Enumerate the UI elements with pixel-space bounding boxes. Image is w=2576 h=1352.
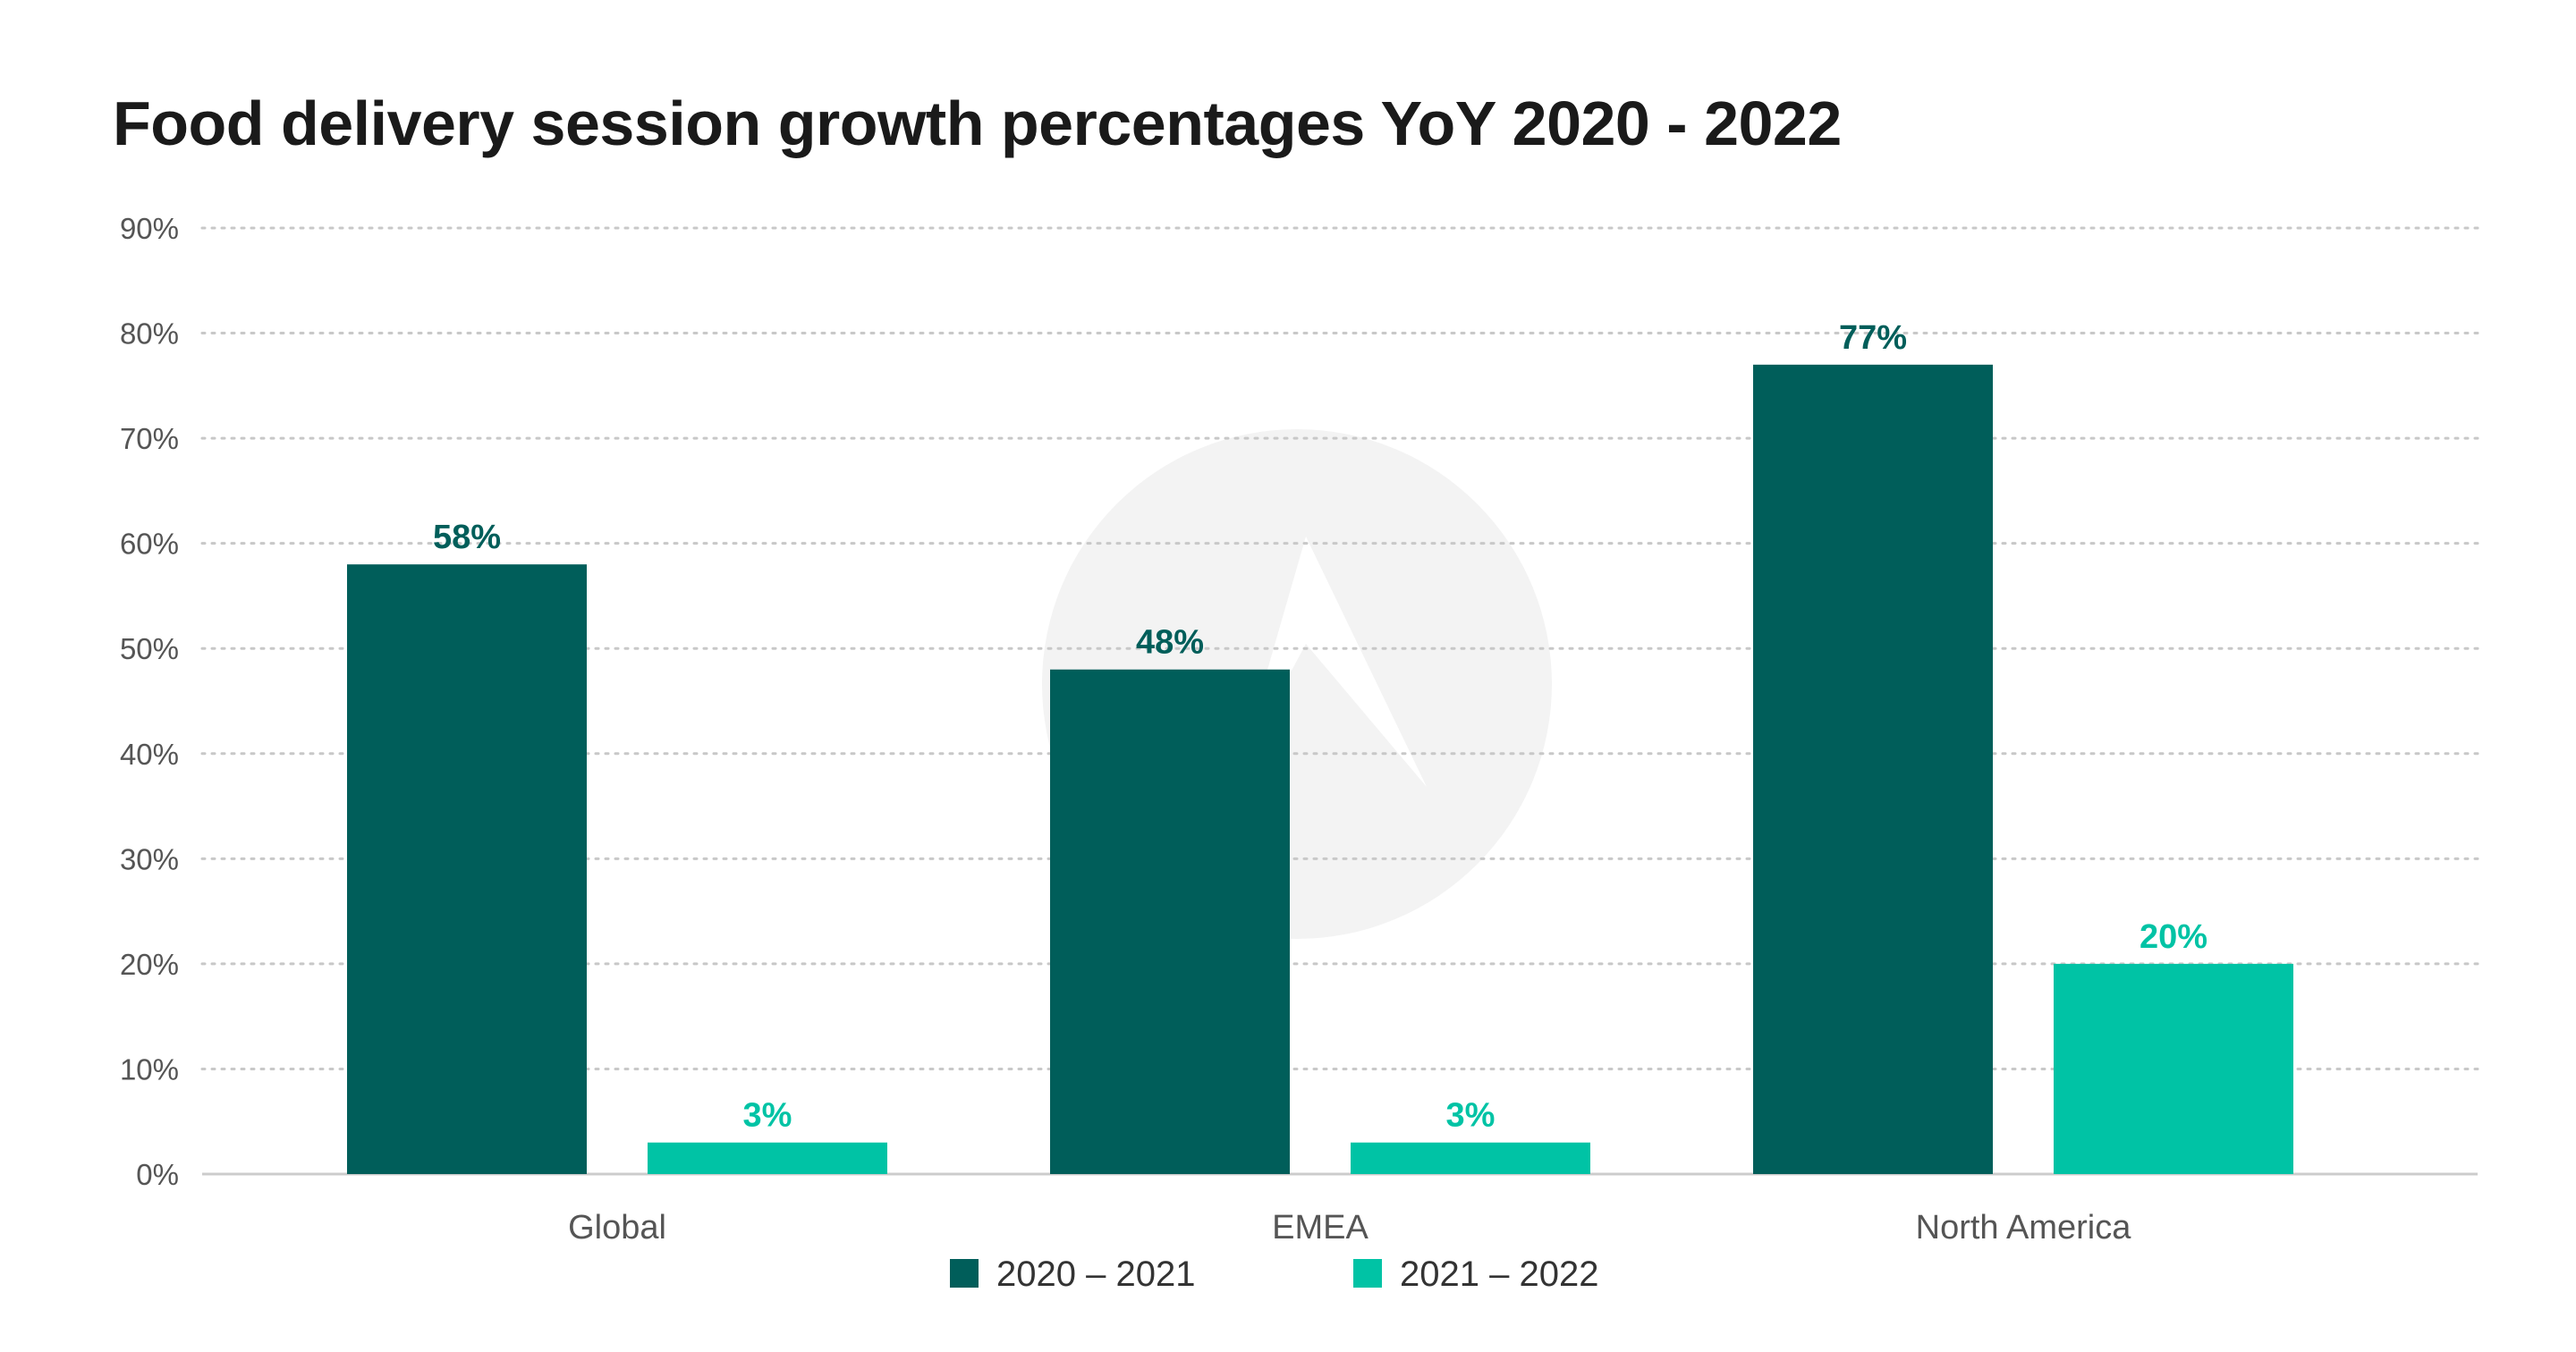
legend-swatch — [1353, 1259, 1382, 1288]
y-tick-label: 50% — [120, 632, 179, 665]
bar — [648, 1142, 887, 1174]
y-tick-label: 0% — [136, 1158, 179, 1191]
x-tick-label: Global — [568, 1209, 666, 1246]
y-tick-label: 20% — [120, 948, 179, 981]
y-tick-label: 10% — [120, 1052, 179, 1086]
y-tick-label: 80% — [120, 317, 179, 351]
data-label: 20% — [2140, 918, 2207, 956]
bars — [347, 364, 2293, 1174]
y-tick-label: 30% — [120, 842, 179, 875]
data-label: 3% — [743, 1097, 792, 1135]
x-tick-label: EMEA — [1272, 1209, 1368, 1246]
data-label: 77% — [1839, 319, 1907, 357]
bar — [1050, 669, 1290, 1174]
chart-title: Food delivery session growth percentages… — [113, 89, 1842, 158]
bar — [1753, 364, 1993, 1174]
y-tick-label: 90% — [120, 212, 179, 245]
bar — [1351, 1142, 1590, 1174]
labels: 58% 3% Global 48% 3% EMEA 77% 20% North America — [433, 319, 2207, 1246]
bar — [2054, 963, 2293, 1174]
legend-label: 2021 – 2022 — [1400, 1255, 1598, 1294]
legend-swatch — [950, 1259, 979, 1288]
y-tick-label: 40% — [120, 738, 179, 771]
legend: 2020 – 2021 2021 – 2022 — [950, 1255, 1598, 1294]
data-label: 58% — [433, 519, 501, 556]
data-label: 48% — [1136, 624, 1204, 662]
axes: 0% 10% 20% 30% 40% 50% 60% 70% 80% 90% — [120, 212, 2478, 1191]
legend-label: 2020 – 2021 — [996, 1255, 1195, 1294]
y-tick-label: 60% — [120, 528, 179, 561]
data-label: 3% — [1446, 1097, 1496, 1135]
x-tick-label: North America — [1916, 1209, 2132, 1246]
y-tick-label: 70% — [120, 422, 179, 455]
bar — [347, 564, 587, 1174]
